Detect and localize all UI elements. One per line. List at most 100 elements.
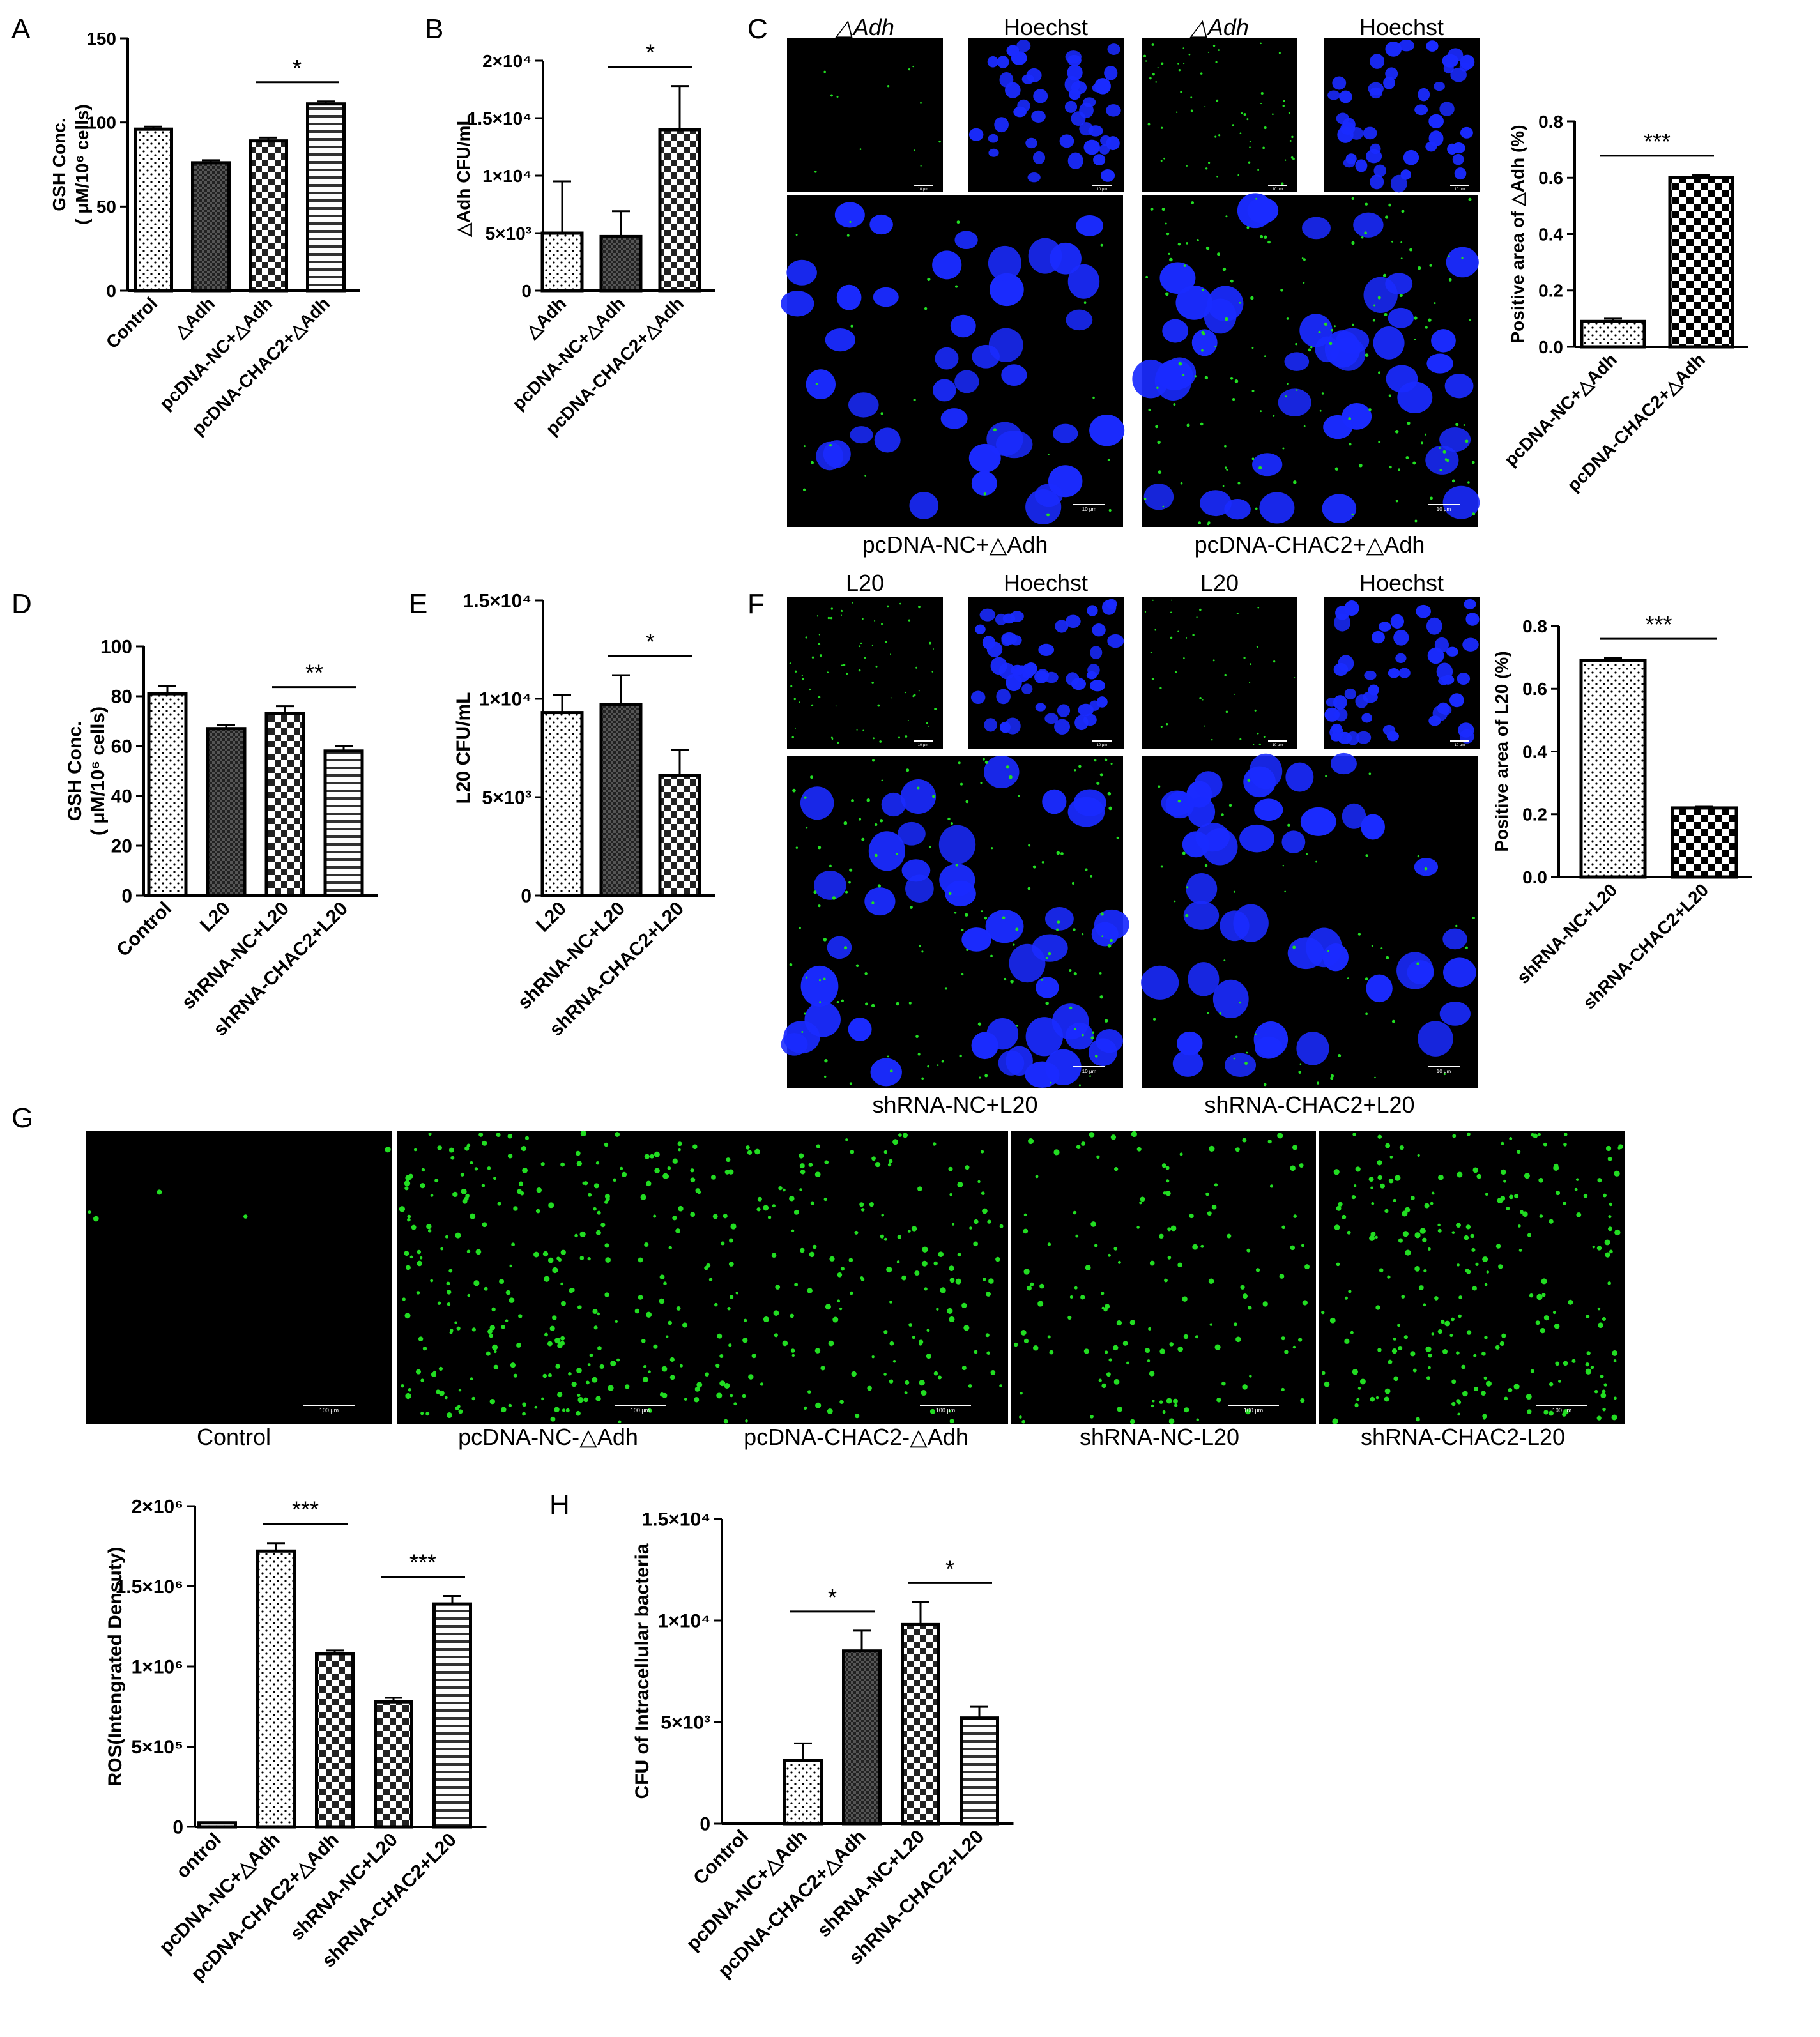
- bacteria-speck: [1417, 855, 1420, 858]
- ros-cell: [1423, 1303, 1426, 1307]
- bacteria-speck: [789, 963, 793, 966]
- bacteria-speck: [1218, 134, 1221, 137]
- ros-cell: [1486, 1270, 1490, 1274]
- bacteria-speck: [1287, 823, 1290, 827]
- ros-cell: [756, 1207, 761, 1212]
- ros-cell: [509, 1264, 512, 1268]
- nucleus: [1434, 81, 1445, 91]
- ros-cell: [550, 1416, 556, 1422]
- bacteria-speck: [1152, 73, 1155, 76]
- ros-cell: [1023, 1213, 1027, 1217]
- bacteria-speck: [1177, 800, 1181, 803]
- ros-cell: [730, 1394, 733, 1398]
- ros-cell: [746, 1145, 750, 1150]
- bacteria-speck: [1145, 60, 1147, 62]
- bacteria-speck: [1400, 241, 1403, 243]
- ros-cell: [716, 1392, 723, 1399]
- bacteria-speck: [1303, 425, 1306, 427]
- bacteria-speck: [830, 94, 833, 97]
- ros-cell: [1352, 1369, 1358, 1375]
- ros-cell: [458, 1409, 463, 1414]
- ros-cell: [487, 1329, 493, 1334]
- bacteria-speck: [1016, 1025, 1018, 1027]
- ros-cell: [1235, 1336, 1241, 1343]
- ros-cell: [974, 1350, 978, 1354]
- ros-cell: [1248, 1306, 1252, 1310]
- ros-cell: [1347, 1230, 1351, 1235]
- y-tick-label: 40: [111, 786, 132, 807]
- ros-cell: [1243, 1293, 1248, 1299]
- ros-cell: [1495, 1345, 1500, 1350]
- bacteria-speck: [1428, 318, 1432, 322]
- ros-cell: [595, 1161, 600, 1165]
- ros-cell: [605, 1196, 610, 1202]
- bacteria-speck: [823, 977, 826, 980]
- nucleus: [1449, 693, 1464, 708]
- ros-cell: [1609, 1202, 1613, 1207]
- ros-cell: [494, 1350, 497, 1354]
- ros-cell: [588, 1193, 592, 1197]
- bacteria-speck: [885, 640, 887, 643]
- g-label-5: shRNA-CHAC2-L20: [1361, 1424, 1565, 1450]
- ros-cell: [1602, 1316, 1606, 1322]
- bacteria-speck: [1249, 682, 1251, 683]
- nucleus: [1371, 630, 1385, 644]
- ros-cell: [1451, 1317, 1455, 1322]
- ros-cell: [771, 1253, 777, 1258]
- ros-cell: [511, 1242, 515, 1247]
- nucleus: [1344, 688, 1356, 699]
- bacteria-speck: [1239, 738, 1242, 740]
- nucleus: [1369, 87, 1382, 99]
- x-tick-label: pcDNA-NC+△Adh: [156, 293, 276, 413]
- ros-cell: [1541, 1293, 1546, 1297]
- ros-cell: [574, 1233, 578, 1238]
- bacteria-speck: [956, 220, 960, 224]
- ros-cell: [1334, 1224, 1340, 1230]
- ros-cell: [560, 1162, 565, 1167]
- ros-cell: [1389, 1156, 1393, 1159]
- bar: [306, 102, 346, 293]
- bacteria-speck: [959, 1054, 962, 1058]
- ros-cell: [682, 1322, 688, 1328]
- y-tick-label: 0: [106, 281, 116, 301]
- c-bacteria-image-left: [787, 38, 943, 192]
- bacteria-speck: [1292, 945, 1296, 949]
- ros-cell: [1607, 1156, 1612, 1161]
- ros-cell: [1353, 1184, 1357, 1187]
- ros-cell: [1543, 1410, 1549, 1415]
- bacteria-speck: [1420, 441, 1423, 445]
- ros-cell: [535, 1209, 540, 1214]
- ros-cell: [548, 1373, 552, 1377]
- nucleus: [1220, 910, 1250, 942]
- x-tick-label: shRNA-NC+L20: [178, 898, 293, 1014]
- ros-cell: [411, 1224, 417, 1230]
- ros-cell: [1277, 1133, 1283, 1139]
- ros-cell: [1377, 1175, 1382, 1180]
- nucleus: [834, 202, 865, 228]
- ros-cell: [505, 1319, 509, 1322]
- ros-cell: [1391, 1348, 1398, 1354]
- nucleus: [1428, 114, 1444, 129]
- bacteria-speck: [1260, 410, 1262, 413]
- ros-cell: [659, 1298, 665, 1304]
- ros-cell: [1023, 1338, 1029, 1343]
- bacteria-speck: [961, 973, 964, 976]
- ros-cell: [1333, 1169, 1340, 1175]
- ros-cell: [1108, 1358, 1112, 1362]
- bacteria-speck: [1165, 722, 1168, 726]
- bacteria-speck: [1442, 450, 1446, 454]
- ros-cell: [1418, 1285, 1424, 1290]
- nucleus: [1363, 277, 1398, 314]
- ros-cell: [1149, 1371, 1155, 1377]
- bacteria-speck: [1407, 421, 1411, 425]
- ros-cell: [1281, 1387, 1285, 1392]
- ros-cell: [812, 1244, 817, 1249]
- ros-cell: [816, 1144, 820, 1148]
- ros-cell: [871, 1156, 876, 1161]
- ros-cell: [933, 1261, 938, 1266]
- ros-cell: [1501, 1333, 1506, 1338]
- panel-letter-d: D: [11, 588, 32, 620]
